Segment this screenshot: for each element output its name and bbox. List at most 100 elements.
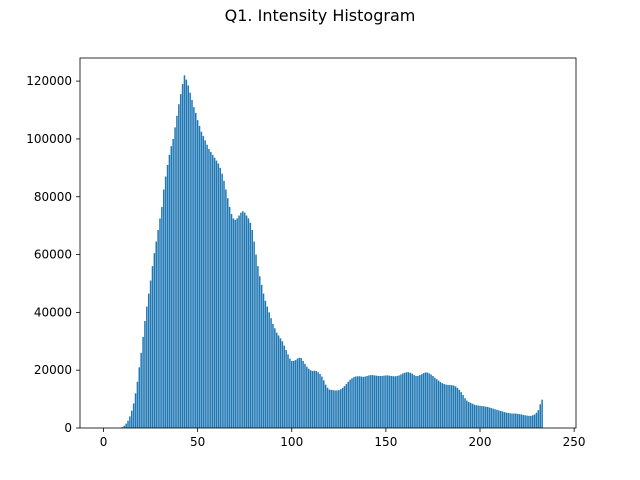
histogram-bar — [272, 323, 274, 428]
histogram-bar — [185, 79, 188, 429]
histogram-bar — [245, 215, 248, 428]
histogram-bar — [266, 306, 269, 428]
histogram-bar — [275, 332, 278, 428]
histogram-bar — [179, 94, 182, 428]
y-tick-label: 0 — [64, 421, 72, 435]
histogram-bar — [471, 403, 474, 428]
histogram-bar — [443, 384, 445, 428]
histogram-bar — [324, 384, 327, 428]
histogram-bar — [466, 400, 468, 428]
histogram-bar — [187, 85, 189, 429]
histogram-bar — [387, 375, 389, 428]
histogram-bar — [539, 404, 541, 428]
histogram-bar — [505, 412, 508, 428]
histogram-bar — [355, 376, 357, 428]
histogram-bar — [420, 374, 423, 428]
histogram-bar — [513, 413, 515, 428]
histogram-bar — [247, 218, 250, 428]
histogram-bar — [243, 212, 246, 428]
histogram-bar — [168, 154, 171, 428]
histogram-bar — [400, 374, 402, 428]
histogram-bar — [174, 127, 176, 429]
histogram-bar — [319, 373, 321, 428]
histogram-bar — [434, 377, 436, 428]
histogram-bar — [464, 398, 466, 428]
histogram-bar — [394, 376, 397, 428]
histogram-bar — [259, 276, 261, 428]
histogram-bar — [181, 84, 184, 429]
histogram-bar — [530, 415, 532, 428]
x-axis: 0 50 100 150 200 250 — [100, 428, 586, 449]
histogram-bar — [123, 425, 125, 428]
histogram-bar — [428, 373, 430, 428]
histogram-bar — [294, 360, 297, 428]
y-tick-label: 80000 — [34, 190, 72, 204]
histogram-bar — [411, 373, 413, 428]
histogram-bar — [326, 387, 329, 428]
histogram-bar — [368, 375, 370, 428]
histogram-bar — [132, 403, 135, 428]
histogram-bar — [196, 120, 199, 429]
histogram-bar — [379, 375, 381, 428]
histogram-bar — [163, 189, 165, 428]
histogram-bar — [528, 415, 530, 428]
histogram-bar — [257, 266, 259, 429]
histogram-bar — [520, 414, 523, 428]
histogram-bar — [422, 373, 425, 428]
histogram-bar — [287, 354, 289, 428]
histogram-bar — [161, 206, 163, 428]
histogram-bar — [524, 415, 526, 428]
x-tick-label: 100 — [280, 435, 303, 449]
histogram-bar — [232, 218, 235, 428]
histogram-bar — [507, 412, 509, 428]
histogram-bar — [217, 163, 220, 428]
histogram-bar — [362, 376, 365, 428]
histogram-bar — [415, 375, 417, 428]
histogram-bar — [518, 414, 521, 429]
histogram-bar — [134, 393, 137, 428]
histogram-bar — [403, 372, 406, 428]
histogram-bar — [264, 300, 267, 428]
histogram-bar — [306, 366, 308, 428]
histogram-bar — [210, 151, 212, 428]
histogram-bar — [317, 372, 319, 428]
histogram-bar — [149, 280, 152, 428]
histogram-bar — [277, 335, 280, 428]
histogram-bar — [189, 92, 191, 428]
histogram-bar — [351, 378, 353, 428]
histogram-bar — [432, 375, 434, 428]
histogram-bar — [522, 414, 525, 428]
histogram-bar — [131, 410, 133, 428]
histogram-bar — [172, 138, 174, 428]
histogram-bar — [375, 375, 378, 428]
histogram-bar — [204, 140, 206, 428]
histogram-bar — [486, 406, 489, 428]
x-tick-label: 0 — [100, 435, 108, 449]
histogram-bar — [307, 368, 310, 428]
histogram-bar — [370, 375, 372, 428]
histogram-bar — [498, 410, 500, 428]
histogram-bar — [388, 375, 391, 428]
histogram-bar — [311, 371, 314, 428]
histogram-bar — [366, 375, 368, 428]
histogram-bar — [496, 409, 498, 428]
histogram-bar — [419, 375, 421, 428]
histogram-bar — [147, 293, 150, 428]
histogram-bar — [170, 146, 173, 428]
histogram-bar — [392, 376, 395, 428]
histogram-bar — [225, 189, 227, 428]
histogram-bar — [164, 176, 167, 428]
histogram-bar — [253, 241, 255, 428]
histogram-bar — [236, 218, 238, 428]
chart-title: Q1. Intensity Histogram — [224, 6, 416, 25]
histogram-bar — [129, 416, 131, 428]
histogram-bar — [255, 254, 257, 428]
histogram-bar — [426, 372, 429, 428]
histogram-bar — [447, 384, 449, 428]
histogram-bar — [296, 358, 299, 429]
y-tick-label: 40000 — [34, 305, 72, 319]
histogram-bar — [251, 229, 253, 428]
histogram-bar — [385, 375, 387, 428]
histogram-bar — [193, 107, 195, 428]
